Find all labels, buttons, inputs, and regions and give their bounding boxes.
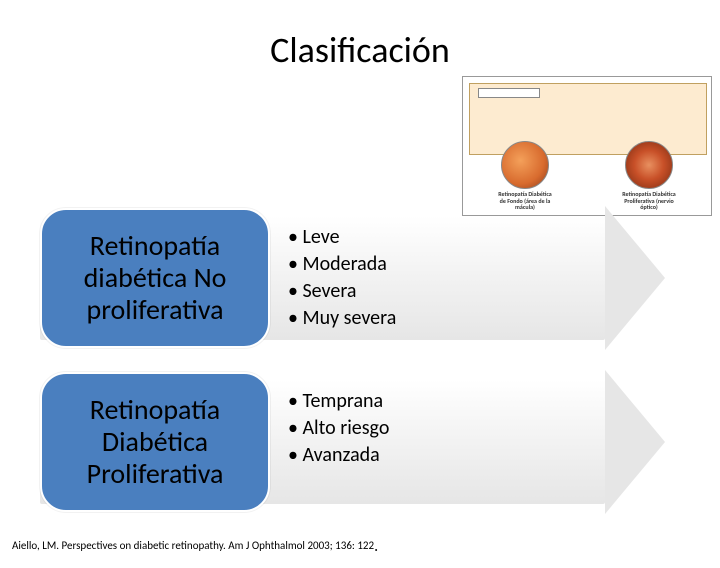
row-no-proliferativa: Retinopatía diabética No proliferativa L…: [40, 208, 672, 348]
bullet-item: Leve: [288, 224, 396, 251]
eye-diagram: Retinopatía Diabética de Fondo (área de …: [462, 76, 712, 216]
category-heading: Retinopatía Diabética Proliferativa: [40, 372, 270, 512]
arrow-head-icon: [605, 206, 665, 350]
fundus-right-image: [625, 141, 673, 189]
fundus-left-image: [501, 141, 549, 189]
bullet-item: Moderada: [288, 251, 396, 278]
bullet-item: Avanzada: [288, 442, 389, 469]
fundus-left: Retinopatía Diabética de Fondo (área de …: [495, 141, 555, 211]
category-heading: Retinopatía diabética No proliferativa: [40, 208, 270, 348]
row-proliferativa: Retinopatía Diabética Proliferativa Temp…: [40, 372, 672, 512]
classification-blocks: Retinopatía diabética No proliferativa L…: [40, 208, 672, 536]
bullet-item: Alto riesgo: [288, 415, 389, 442]
bullet-item: Temprana: [288, 388, 389, 415]
bullet-list: Temprana Alto riesgo Avanzada: [288, 388, 389, 469]
page-title: Clasificación: [0, 28, 720, 72]
fundus-right: Retinopatía Diabética Proliferativa (ner…: [619, 141, 679, 211]
bullet-list: Leve Moderada Severa Muy severa: [288, 224, 396, 332]
bullet-item: Severa: [288, 278, 396, 305]
arrow-head-icon: [605, 370, 665, 514]
citation-text: Aiello, LM. Perspectives on diabetic ret…: [12, 539, 374, 552]
bullet-item: Muy severa: [288, 305, 396, 332]
